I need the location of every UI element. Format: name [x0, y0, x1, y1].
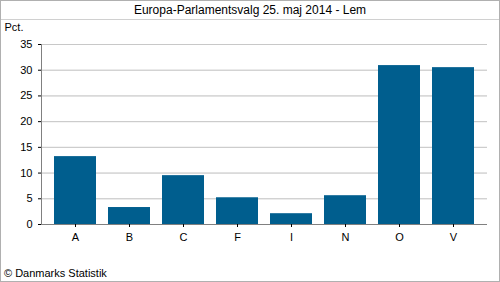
svg-text:20: 20	[20, 115, 32, 127]
svg-text:O: O	[395, 231, 404, 243]
svg-text:Pct.: Pct.	[5, 21, 24, 33]
svg-text:15: 15	[20, 141, 32, 153]
svg-text:B: B	[126, 231, 133, 243]
svg-text:10: 10	[20, 167, 32, 179]
svg-text:N: N	[342, 231, 350, 243]
svg-text:35: 35	[20, 38, 32, 50]
svg-text:F: F	[234, 231, 241, 243]
svg-text:25: 25	[20, 89, 32, 101]
svg-text:A: A	[72, 231, 80, 243]
svg-text:0: 0	[26, 218, 32, 230]
html-text:Europa-Parlamentsvalg 25. maj: Europa-Parlamentsvalg 25. maj 2014 - Lem	[133, 3, 367, 17]
html-text:© Danmarks Statistik: © Danmarks Statistik	[4, 267, 107, 279]
svg-text:C: C	[180, 231, 188, 243]
svg-text:30: 30	[20, 64, 32, 76]
svg-text:I: I	[290, 231, 293, 243]
svg-text:5: 5	[26, 192, 32, 204]
svg-text:V: V	[450, 231, 458, 243]
